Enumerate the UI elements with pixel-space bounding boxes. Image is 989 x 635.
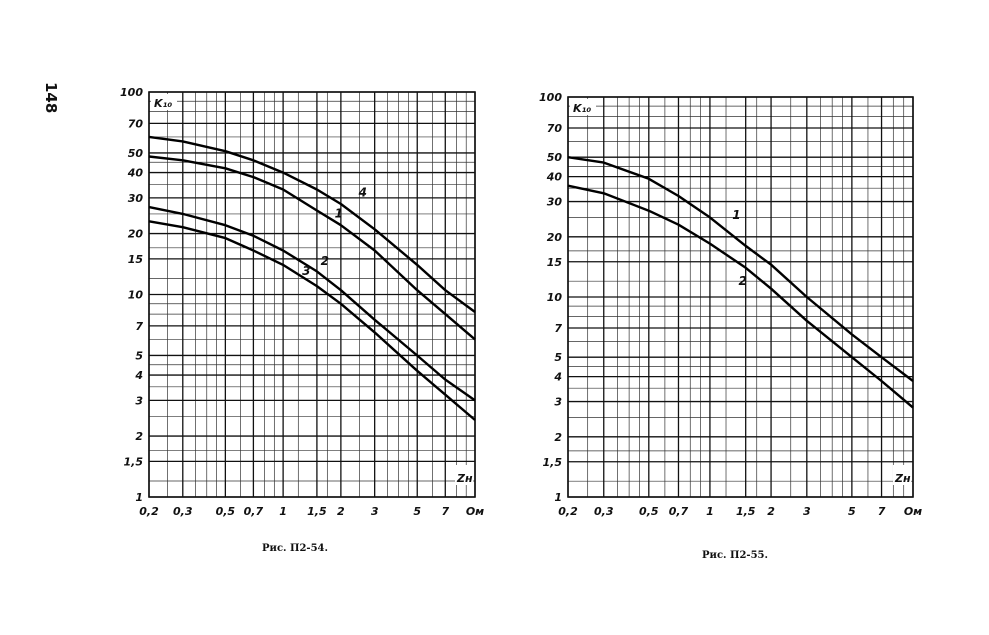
- y-tick-label: 2: [554, 431, 562, 444]
- x-tick-label: 1,5: [307, 505, 327, 518]
- chart-p2-54: 0,2 0,3 0,5 0,7 1 1,5 2 3 5 7 Ом11,523457101520304…: [120, 86, 484, 554]
- y-tick-label: 30: [547, 196, 563, 209]
- x-tick-label: 0,2: [139, 505, 159, 518]
- y-tick-label: 3: [554, 396, 562, 409]
- y-tick-label: 5: [554, 351, 562, 364]
- y-tick-label: 15: [547, 256, 563, 269]
- series-label-4: 4: [358, 185, 367, 199]
- plot-frame: [148, 91, 476, 498]
- x-tick-label: 2: [337, 505, 345, 518]
- x-tick-label: 3: [371, 505, 379, 518]
- y-tick-label: 1: [554, 491, 562, 504]
- y-tick-label: 1,5: [124, 455, 144, 468]
- y-tick-label: 4: [134, 369, 143, 382]
- x-tick-label: 7: [441, 505, 449, 518]
- y-tick-label: 7: [554, 322, 562, 335]
- x-tick-label: 1,5: [736, 505, 756, 518]
- y-tick-label: 50: [547, 151, 563, 164]
- y-tick-label: 7: [135, 320, 143, 333]
- x-tick-label: 3: [803, 505, 811, 518]
- series-label-1: 1: [335, 207, 343, 221]
- x-tick-label: 0,2: [558, 505, 578, 518]
- x-tick-label: 0,5: [216, 505, 236, 518]
- y-tick-label: 50: [128, 147, 144, 160]
- y-tick-label: 10: [547, 291, 563, 304]
- y-tick-label: 1,5: [543, 456, 563, 469]
- x-tick-label: 1: [279, 505, 287, 518]
- series-label-1: 1: [732, 208, 740, 222]
- y-tick-label: 2: [135, 430, 143, 443]
- y-tick-label: 70: [547, 122, 563, 135]
- y-tick-label: 5: [135, 349, 143, 362]
- series-line-1: [148, 155, 476, 341]
- chart-p2-55: 0,2 0,3 0,5 0,7 1 1,5 2 3 5 7 Ом 1 1,5 2 3 4 5 7 10 15 20 30 4…: [539, 91, 922, 561]
- y-tick-label: 70: [128, 117, 144, 130]
- y-tick-label: 40: [546, 171, 563, 184]
- y-tick-label: 100: [539, 91, 562, 104]
- series-label-3: 3: [302, 264, 310, 278]
- x-tick-label: 7: [878, 505, 886, 518]
- x-axis-label: Zн: [456, 472, 473, 485]
- xlabel-bg: [455, 465, 473, 485]
- y-tick-label: 1: [135, 491, 143, 504]
- series-label-2: 2: [739, 274, 747, 288]
- x-tick-label: 1: [706, 505, 714, 518]
- x-tick-label: 0,3: [594, 505, 614, 518]
- y-tick-label: 20: [547, 231, 563, 244]
- y-tick-label: 10: [128, 289, 144, 302]
- y-tick-label: 100: [120, 86, 143, 99]
- ylabel-bg: [570, 99, 596, 115]
- series-line-3: [148, 220, 476, 421]
- y-tick-label: 30: [128, 192, 144, 205]
- series-line-1: [567, 156, 914, 382]
- x-tick-label: 0,7: [669, 505, 689, 518]
- page-number: 148: [42, 82, 60, 114]
- x-tick-label: 0,3: [173, 505, 193, 518]
- y-tick-label: 15: [128, 253, 144, 266]
- x-tick-label: 5: [413, 505, 421, 518]
- ylabel-bg: [151, 94, 177, 110]
- figure-caption: Рис. П2-54.: [262, 543, 328, 554]
- y-tick-label: 4: [553, 371, 562, 384]
- x-tick-label: 0,5: [639, 505, 659, 518]
- series-label-2: 2: [321, 254, 329, 268]
- y-axis-label: K₁₀: [154, 97, 172, 110]
- x-axis-label: Zн: [894, 472, 911, 485]
- series-line-4: [148, 135, 476, 313]
- x-tick-label: Ом: [904, 505, 922, 518]
- x-tick-label: 0,7: [244, 505, 264, 518]
- y-axis-label: K₁₀: [573, 102, 591, 115]
- x-tick-label: 5: [848, 505, 856, 518]
- xlabel-bg: [893, 465, 911, 485]
- x-tick-label: 2: [767, 505, 775, 518]
- series-line-2: [148, 205, 476, 402]
- y-tick-label: 3: [135, 394, 143, 407]
- figure-caption: Рис. П2-55.: [702, 550, 768, 561]
- y-tick-label: 40: [127, 167, 144, 180]
- series-line-2: [567, 184, 914, 409]
- plot-frame: [567, 96, 914, 498]
- y-tick-label: 20: [128, 228, 144, 241]
- x-tick-label: Ом: [466, 505, 484, 518]
